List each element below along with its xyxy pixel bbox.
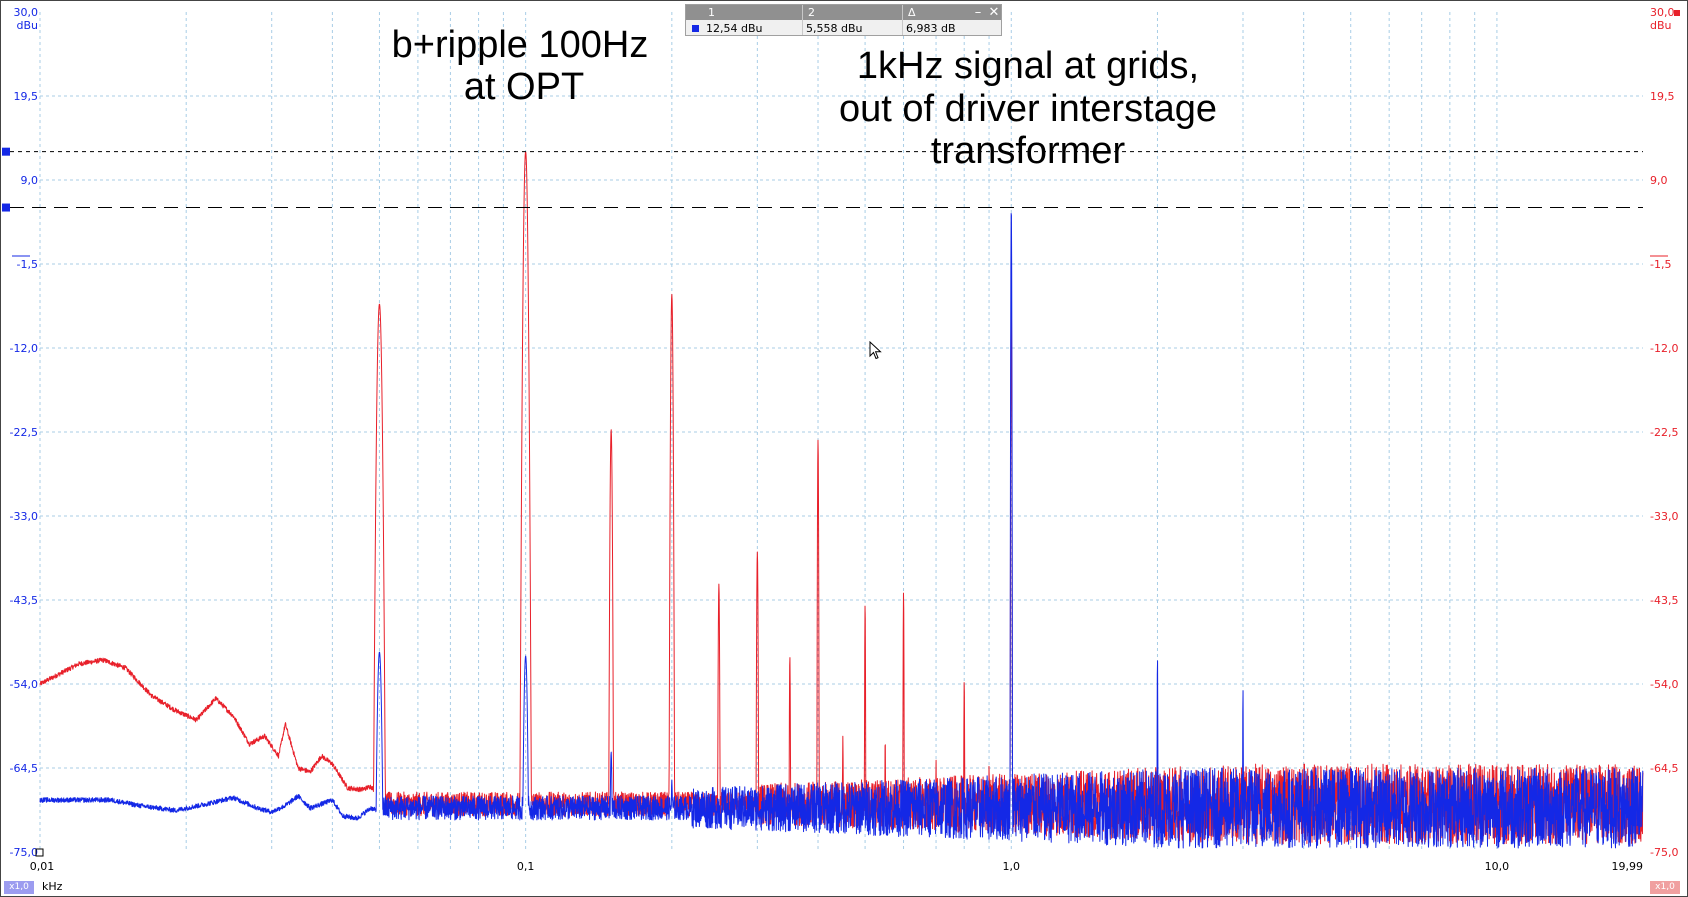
y-tick-label-left: -75,0 <box>10 846 38 859</box>
x-tick-label: 1,0 <box>1003 860 1021 873</box>
cursor1-marker-icon <box>692 25 699 32</box>
annotations: b+ripple 100Hz at OPT 1kHz signal at gri… <box>392 24 1217 172</box>
y-tick-label-left: -33,0 <box>10 510 38 523</box>
cursor1-header: 1 <box>708 6 715 19</box>
cursor-readout-header[interactable]: 1 2 Δ – ✕ <box>686 5 1001 20</box>
x-tick-label: 19,99 <box>1612 860 1644 873</box>
signal-annotation-line3: transformer <box>931 130 1126 172</box>
x-axis-unit: kHz <box>42 880 63 893</box>
cursor1-value: 12,54 dBu <box>706 22 763 35</box>
y-axis-unit-right: dBu <box>1650 19 1672 32</box>
ripple-annotation-line1: b+ripple 100Hz <box>392 24 649 66</box>
y-tick-label-right: -1,5 <box>1650 258 1671 271</box>
y-tick-label-right: -64,5 <box>1650 762 1678 775</box>
cursor2-value: 5,558 dBu <box>806 22 863 35</box>
ripple-annotation-line2: at OPT <box>464 66 584 108</box>
y-axis-unit-left: dBu <box>16 19 38 32</box>
blue-series-trace <box>39 213 1644 849</box>
y-tick-label-right: -54,0 <box>1650 678 1678 691</box>
y-axis-left: 30,0 19,5 9,0 -1,5 -12,0 -22,5 -33,0 -43,5 -54,0… <box>10 6 38 859</box>
y-tick-label-right: -75,0 <box>1650 846 1678 859</box>
right-axis-marker-icon <box>1674 10 1680 16</box>
series-group <box>39 151 1644 849</box>
y-tick-label-left: -1,5 <box>17 258 38 271</box>
x-axis: 0,01 0,1 1,0 10,0 19,99 <box>30 848 1644 873</box>
y-tick-label-left: 9,0 <box>21 174 39 187</box>
minimize-icon[interactable]: – <box>974 5 982 20</box>
y-tick-label-right: 9,0 <box>1650 174 1668 187</box>
y-tick-label-right: -33,0 <box>1650 510 1678 523</box>
red-series-trace <box>39 151 1644 845</box>
cursor-readout-panel[interactable]: 1 2 Δ – ✕ 12,54 dBu 5,558 dBu 6,983 dB <box>685 4 1002 36</box>
x-scale-badge-right[interactable]: x1,0 <box>1650 881 1680 894</box>
y-tick-label-right: -22,5 <box>1650 426 1678 439</box>
x-tick-label: 0,1 <box>517 860 535 873</box>
delta-header: Δ <box>908 6 916 19</box>
signal-annotation-line1: 1kHz signal at grids, <box>857 45 1199 87</box>
y-tick-label-left: -64,5 <box>10 762 38 775</box>
y-tick-label-left: -22,5 <box>10 426 38 439</box>
y-tick-label-left: -12,0 <box>10 342 38 355</box>
x-scale-badge-left[interactable]: x1,0 <box>4 881 34 894</box>
y-tick-label-right: -43,5 <box>1650 594 1678 607</box>
y-tick-label-left: -43,5 <box>10 594 38 607</box>
x-tick-label: 10,0 <box>1485 860 1510 873</box>
delta-value: 6,983 dB <box>906 22 956 35</box>
y-tick-label-right: -12,0 <box>1650 342 1678 355</box>
cursor-1-handle <box>2 147 10 156</box>
close-icon[interactable]: ✕ <box>988 5 1000 20</box>
y-tick-label-right: 19,5 <box>1650 90 1675 103</box>
y-tick-label-left: -54,0 <box>10 678 38 691</box>
cursor2-header: 2 <box>808 6 815 19</box>
y-tick-label-left: 30,0 <box>14 6 39 19</box>
y-axis-right: 30,0 19,5 9,0 -1,5 -12,0 -22,5 -33,0 -43,5 -54,0… <box>1650 6 1680 859</box>
cursor-lines[interactable] <box>2 147 1643 212</box>
x-origin-marker-icon <box>35 848 44 857</box>
x-tick-label: 0,01 <box>30 860 55 873</box>
signal-annotation-line2: out of driver interstage <box>839 88 1217 130</box>
y-tick-label-right: 30,0 <box>1650 6 1675 19</box>
y-tick-label-left: 19,5 <box>14 90 39 103</box>
mouse-pointer-icon <box>869 341 882 360</box>
cursor-2-handle <box>2 203 10 212</box>
